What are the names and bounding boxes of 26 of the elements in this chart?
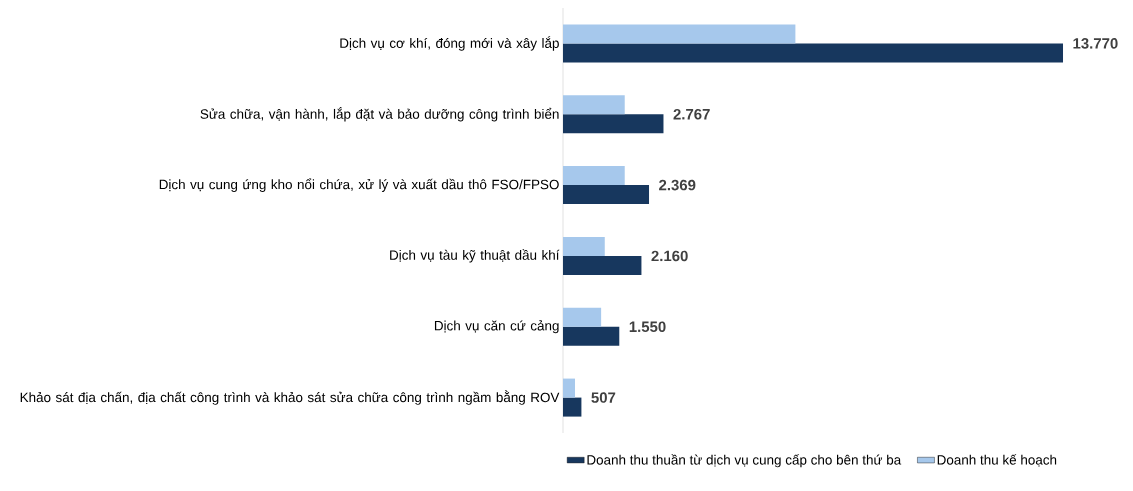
bar [563, 326, 620, 346]
data-label: 2.369 [659, 179, 696, 191]
bar [563, 43, 1064, 63]
bar [563, 24, 796, 44]
bar [563, 114, 664, 134]
y-tick-label: Dịch vụ tàu kỹ thuật dầu khí [390, 249, 560, 263]
bar [563, 307, 602, 327]
data-label: 1.550 [629, 321, 666, 333]
data-label: 2.160 [651, 250, 688, 262]
bar [563, 95, 625, 115]
y-tick-label: Sửa chữa, vận hành, lắp đặt và bảo dưỡng công trình biển [200, 107, 559, 122]
data-label: 2.767 [673, 108, 710, 120]
bar [563, 166, 625, 186]
bar [563, 397, 582, 417]
y-tick-label: Dịch vụ căn cứ cảng [434, 320, 559, 334]
y-tick-label: Khảo sát địa chấn, địa chất công trình và khảo sát sửa chữa công trình ngầm bằng ROV [20, 390, 560, 405]
data-label: 507 [591, 392, 616, 403]
bar [563, 378, 575, 398]
legend-label: Doanh thu thuần từ dịch vụ cung cấp cho bên thứ ba [587, 454, 902, 468]
bar [563, 255, 642, 275]
y-tick-label: Dịch vụ cơ khí, đóng mới và xây lắp [340, 36, 559, 51]
bar [563, 185, 650, 205]
legend-label: Doanh thu kế hoạch [937, 454, 1057, 467]
data-label: 13.770 [1073, 38, 1118, 49]
y-tick-label: Dịch vụ cung ứng kho nổi chứa, xử lý và xuất dầu thô FSO/FPSO [159, 178, 559, 192]
bar [563, 236, 605, 256]
